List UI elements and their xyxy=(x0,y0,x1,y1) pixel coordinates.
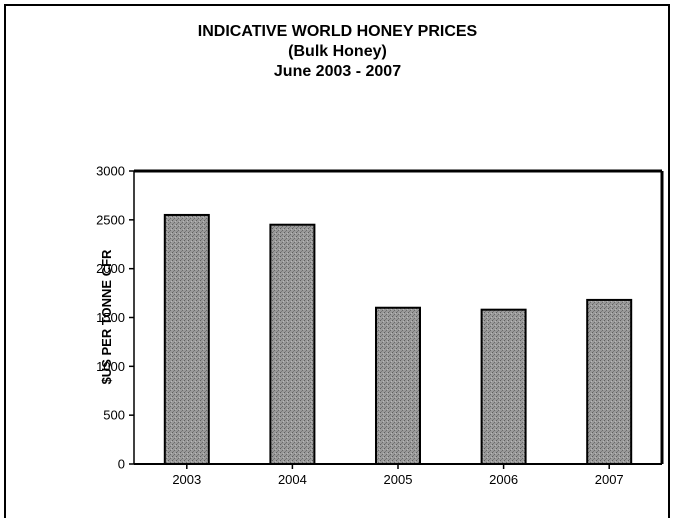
y-tick-label: 3000 xyxy=(96,164,125,179)
chart-frame xyxy=(4,4,670,518)
x-tick-label: 2004 xyxy=(278,472,307,487)
bar-2003 xyxy=(163,213,210,465)
y-tick-label: 1000 xyxy=(96,359,125,374)
bar-2006 xyxy=(480,308,527,466)
chart-title: INDICATIVE WORLD HONEY PRICES xyxy=(197,23,478,40)
x-tick-label: 2006 xyxy=(489,472,518,487)
x-tick-label: 2003 xyxy=(172,472,201,487)
chart-title-block: INDICATIVE WORLD HONEY PRICES (Bulk Hone… xyxy=(0,22,675,82)
bar-2005 xyxy=(375,306,421,465)
y-axis-label: $US PER TONNE CFR xyxy=(99,249,114,384)
bar-2004 xyxy=(269,223,316,465)
y-tick-label: 2000 xyxy=(96,261,125,276)
x-tick-label: 2007 xyxy=(595,472,624,487)
y-tick-label: 0 xyxy=(118,457,125,472)
chart-subtitle: (Bulk Honey) xyxy=(288,43,387,60)
y-tick-label: 2500 xyxy=(96,212,125,227)
chart-date-range: June 2003 - 2007 xyxy=(273,63,402,80)
plot-area: 0 500 1000 1500 2000 2500 3000 2003 2004 2005 2006… xyxy=(96,164,664,487)
y-tick-label: 500 xyxy=(103,408,125,423)
bar-2007 xyxy=(586,298,633,466)
x-tick-label: 2005 xyxy=(384,472,413,487)
y-tick-label: 1500 xyxy=(96,310,125,325)
